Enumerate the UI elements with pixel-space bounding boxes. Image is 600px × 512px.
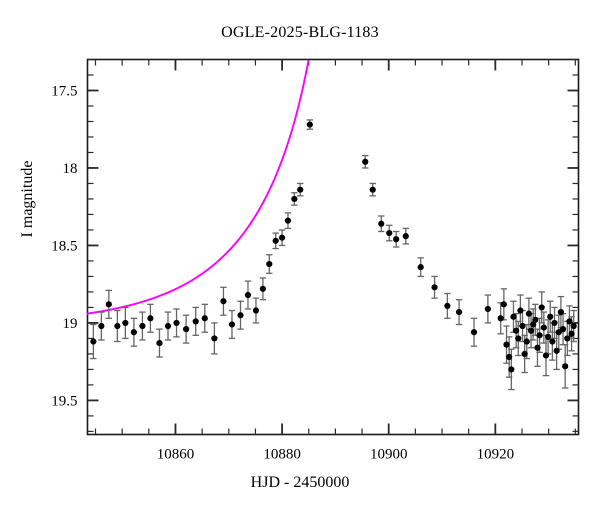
data-point (272, 237, 279, 244)
data-point (523, 338, 530, 345)
data-points (90, 121, 577, 373)
data-point (130, 329, 137, 336)
data-point (431, 284, 438, 291)
data-point (568, 330, 575, 337)
data-point (497, 315, 504, 322)
data-point (508, 366, 515, 373)
data-point (237, 312, 244, 319)
data-point (284, 217, 292, 224)
data-point (278, 234, 286, 241)
data-point (444, 302, 451, 309)
error-bars (90, 119, 577, 391)
data-point (540, 324, 547, 331)
data-point (530, 321, 537, 328)
data-point (183, 326, 190, 333)
data-point (164, 322, 172, 330)
data-point (500, 301, 507, 308)
data-point (378, 220, 385, 227)
data-point (139, 322, 146, 330)
data-point (536, 332, 543, 339)
axis-ticks (87, 58, 579, 435)
data-point (547, 313, 554, 320)
data-point (562, 363, 569, 370)
data-point (114, 322, 121, 330)
data-point (455, 308, 463, 316)
data-point (192, 318, 199, 325)
data-point (402, 233, 409, 240)
data-point (527, 327, 535, 334)
data-point (525, 310, 533, 317)
data-point (266, 260, 273, 268)
data-point (570, 322, 577, 330)
data-point (393, 236, 400, 243)
data-point (252, 307, 260, 314)
data-point (291, 195, 298, 203)
y-tick-label: 17.5 (51, 83, 77, 99)
page-title: OGLE-2025-BLG-1183 (221, 24, 379, 41)
data-point (538, 304, 545, 311)
data-point (244, 291, 252, 299)
data-point (220, 298, 227, 305)
data-point (559, 326, 567, 333)
x-tick-label: 10900 (370, 447, 408, 463)
data-point (506, 353, 513, 361)
axes-frame (86, 58, 580, 436)
y-tick-label: 19 (63, 316, 78, 332)
data-point (156, 339, 163, 347)
x-tick-label: 10860 (157, 447, 195, 463)
data-point (147, 315, 154, 322)
data-point (553, 347, 560, 354)
data-point (503, 341, 510, 348)
data-point (90, 338, 97, 345)
data-point (259, 285, 266, 292)
data-point (545, 333, 552, 340)
data-point (369, 186, 376, 193)
data-point (484, 305, 491, 313)
data-point (557, 308, 565, 316)
data-point (542, 352, 550, 359)
x-tick-label: 10880 (263, 447, 301, 463)
data-point (173, 319, 180, 327)
data-point (549, 338, 556, 345)
data-point (551, 319, 558, 327)
data-point (532, 316, 539, 323)
data-point (517, 307, 524, 314)
y-tick-label: 18 (63, 161, 78, 177)
data-point (519, 322, 526, 330)
model-curve (86, 59, 310, 315)
data-point (306, 121, 313, 128)
data-point (534, 344, 541, 351)
data-point (566, 318, 573, 325)
data-point (105, 301, 112, 308)
data-point (521, 350, 528, 358)
y-tick-label: 19.5 (51, 393, 77, 409)
x-axis-label: HJD - 2450000 (250, 474, 350, 491)
data-point (201, 315, 208, 322)
data-point (513, 327, 520, 334)
data-point (510, 313, 517, 320)
data-point (386, 229, 393, 237)
data-point (470, 329, 478, 336)
data-point (211, 335, 218, 342)
data-point (228, 321, 236, 328)
data-point (122, 319, 129, 327)
data-point (362, 158, 369, 165)
data-point (555, 329, 562, 336)
data-point (98, 322, 105, 330)
axis-tick-labels: 10860 10880 10900 10920 17.5 18 18.5 19 19.5 (51, 83, 514, 462)
x-tick-label: 10920 (477, 447, 515, 463)
data-point (297, 186, 304, 193)
data-point (564, 335, 571, 342)
data-point (515, 335, 522, 342)
y-tick-label: 18.5 (51, 238, 77, 254)
data-point (417, 264, 424, 271)
